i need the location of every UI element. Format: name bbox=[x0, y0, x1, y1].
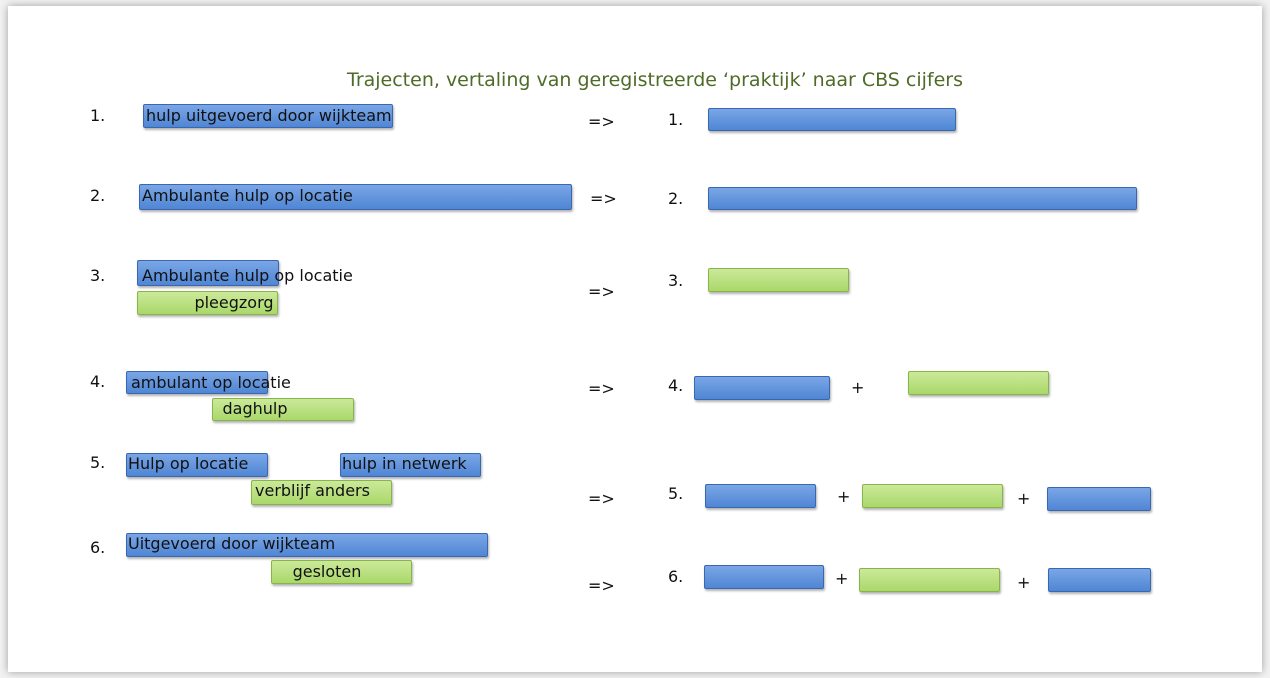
result-number: 6. bbox=[668, 567, 684, 586]
arrow: => bbox=[588, 282, 615, 301]
bar bbox=[1047, 487, 1151, 511]
bar bbox=[271, 560, 412, 584]
operator: + bbox=[1017, 573, 1031, 592]
operator: + bbox=[835, 569, 849, 588]
arrow: => bbox=[590, 189, 617, 208]
row-number: 6. bbox=[90, 538, 106, 557]
row-number: 5. bbox=[90, 453, 106, 472]
bar bbox=[212, 398, 354, 421]
row-number: 2. bbox=[90, 186, 106, 205]
row-number: 4. bbox=[90, 372, 106, 391]
arrow: => bbox=[588, 576, 615, 595]
bar bbox=[340, 453, 481, 477]
bar bbox=[705, 484, 816, 508]
item-label: hulp in netwerk bbox=[342, 454, 467, 473]
bar bbox=[137, 260, 279, 286]
bar bbox=[859, 568, 1000, 592]
item-label: Ambulante hulp op locatie bbox=[142, 266, 353, 285]
result-number: 4. bbox=[668, 376, 684, 395]
bar bbox=[862, 484, 1003, 508]
arrow: => bbox=[588, 112, 615, 131]
result-number: 3. bbox=[668, 271, 684, 290]
item-label: verblijf anders bbox=[255, 481, 370, 500]
item-label: Uitgevoerd door wijkteam bbox=[128, 534, 336, 553]
bar bbox=[708, 268, 849, 292]
bar bbox=[908, 371, 1049, 395]
bar bbox=[251, 480, 392, 505]
bar bbox=[143, 104, 393, 128]
bar bbox=[708, 187, 1137, 210]
bar bbox=[1048, 568, 1151, 592]
operator: + bbox=[837, 487, 851, 506]
arrow: => bbox=[588, 379, 615, 398]
bar bbox=[704, 565, 824, 589]
result-number: 2. bbox=[668, 189, 684, 208]
title: Trajecten, vertaling van geregistreerde … bbox=[347, 69, 963, 91]
row-number: 3. bbox=[90, 266, 106, 285]
item-label: daghulp bbox=[222, 399, 288, 418]
bar bbox=[126, 371, 268, 394]
bar bbox=[139, 184, 572, 210]
bar bbox=[694, 376, 830, 400]
item-label: hulp uitgevoerd door wijkteam bbox=[146, 106, 392, 125]
item-label: gesloten bbox=[292, 562, 362, 581]
bar bbox=[126, 453, 268, 477]
item-label: Ambulante hulp op locatie bbox=[142, 186, 353, 205]
operator: + bbox=[1017, 489, 1031, 508]
row-number: 1. bbox=[90, 106, 106, 125]
arrow: => bbox=[588, 489, 615, 508]
item-label: Hulp op locatie bbox=[128, 454, 249, 473]
item-label: ambulant op locatie bbox=[131, 373, 291, 392]
bar bbox=[708, 108, 956, 131]
item-label: pleegzorg bbox=[194, 293, 274, 312]
operator: + bbox=[851, 378, 865, 397]
bar bbox=[137, 291, 278, 315]
result-number: 5. bbox=[668, 484, 684, 503]
bar bbox=[126, 533, 488, 557]
result-number: 1. bbox=[668, 110, 684, 129]
